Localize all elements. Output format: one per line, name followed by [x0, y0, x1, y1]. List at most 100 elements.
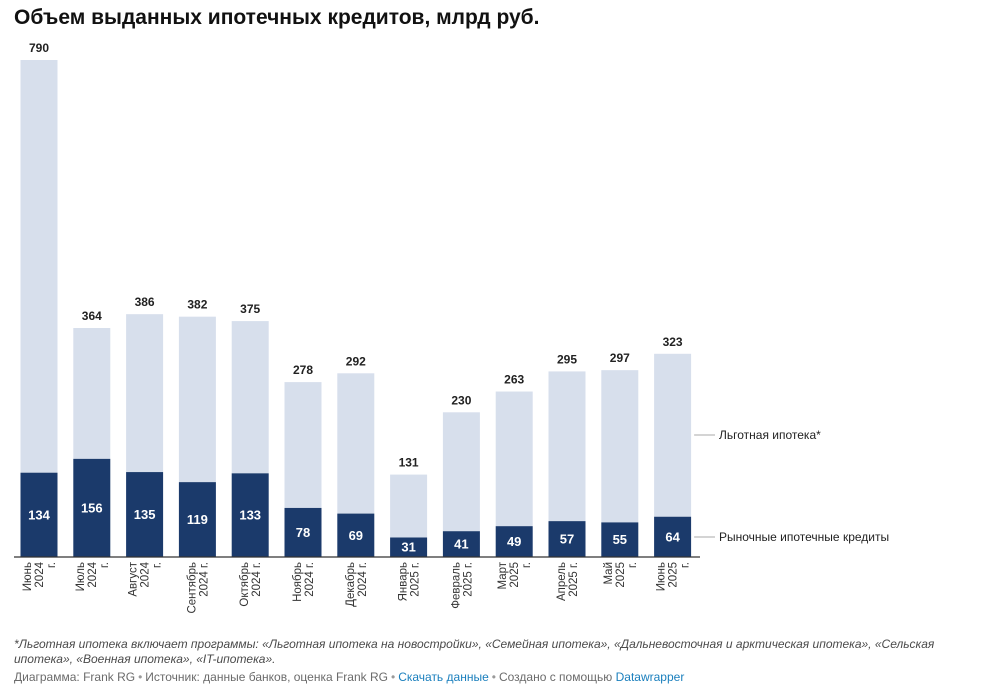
- x-axis: Июнь2024г. Июль2024г. Август2024г. Сентябрь…: [14, 556, 700, 614]
- x-tick-line: 2024: [87, 561, 99, 587]
- x-tick-label: Октябрь2024 г.: [239, 562, 263, 607]
- bar-market: [73, 458, 111, 557]
- total-value-label: 230: [451, 393, 471, 407]
- credit-separator: •: [491, 670, 496, 684]
- bar-preferential: [390, 474, 428, 538]
- x-tick-label: Февраль2025 г.: [450, 562, 474, 609]
- x-tick-line: Апрель: [556, 562, 568, 601]
- x-tick-label: Август2024г.: [128, 561, 164, 596]
- datawrapper-link[interactable]: Datawrapper: [615, 670, 685, 684]
- download-data-link[interactable]: Скачать данные: [398, 670, 489, 684]
- x-tick-line: Февраль: [450, 562, 462, 609]
- x-tick-line: 2024: [140, 561, 152, 587]
- market-value-label: 31: [401, 540, 415, 555]
- bar-preferential: [20, 60, 58, 473]
- bar-preferential: [442, 412, 480, 532]
- legend: Льготная ипотека* Рыночные ипотечные кред…: [694, 428, 889, 544]
- bar-preferential: [178, 316, 216, 483]
- total-value-label: 375: [240, 302, 260, 316]
- total-value-label: 364: [82, 309, 102, 323]
- legend-label-preferential: Льготная ипотека*: [719, 428, 821, 442]
- bar-market: [20, 472, 58, 557]
- x-tick-label: Декабрь2024 г.: [345, 562, 369, 607]
- x-tick-line: 2025 г.: [410, 562, 422, 597]
- x-tick-label: Ноябрь2024 г.: [292, 562, 316, 602]
- x-tick-line: 2024: [34, 561, 46, 587]
- total-value-label: 292: [346, 354, 366, 368]
- market-value-label: 78: [296, 525, 310, 540]
- credit-separator: •: [138, 670, 143, 684]
- x-tick-line: 2025 г.: [462, 562, 474, 597]
- x-tick-line: 2025: [615, 562, 627, 588]
- bar-preferential: [548, 371, 586, 522]
- footnote: *Льготная ипотека включает программы: «Л…: [14, 637, 935, 666]
- total-value-label: 297: [610, 351, 630, 365]
- bar-market: [654, 516, 692, 557]
- x-tick-line: г.: [627, 562, 639, 568]
- x-tick-line: 2024 г.: [251, 562, 263, 597]
- x-tick-label: Июнь2024г.: [22, 561, 58, 591]
- total-value-label: 278: [293, 363, 313, 377]
- bar-market: [601, 522, 639, 557]
- bars-layer: [20, 60, 692, 557]
- credit-separator: •: [390, 670, 396, 684]
- x-tick-line: Сентябрь: [186, 562, 198, 614]
- market-value-label: 55: [613, 532, 627, 547]
- x-tick-line: Март: [497, 561, 509, 589]
- x-tick-line: г.: [99, 562, 111, 568]
- x-tick-line: Июнь: [22, 562, 34, 591]
- x-tick-line: г.: [521, 562, 533, 568]
- x-tick-label: Июль2024г.: [75, 561, 111, 591]
- bar-market: [337, 513, 375, 557]
- bar-preferential: [126, 314, 164, 473]
- total-value-label: 263: [504, 373, 524, 387]
- x-tick-line: Май: [603, 562, 615, 585]
- bar-preferential: [231, 321, 269, 474]
- bar-preferential: [654, 353, 692, 517]
- total-value-label: 131: [399, 456, 419, 470]
- x-tick-line: Январь: [398, 562, 410, 601]
- x-tick-line: 2025 г.: [568, 562, 580, 597]
- x-tick-line: Октябрь: [239, 562, 251, 607]
- total-value-label: 386: [135, 295, 155, 309]
- bar-market: [442, 531, 480, 557]
- x-tick-line: Июль: [75, 562, 87, 591]
- bar-market: [495, 526, 533, 557]
- market-value-label: 41: [454, 537, 468, 552]
- market-value-label: 119: [187, 512, 208, 527]
- total-value-label: 295: [557, 352, 577, 366]
- x-tick-label: Сентябрь2024 г.: [186, 562, 210, 614]
- total-value-label: 382: [187, 298, 207, 312]
- x-tick-line: Июнь: [656, 562, 668, 591]
- total-value-label: 790: [29, 41, 49, 55]
- market-value-label: 133: [239, 508, 261, 523]
- market-value-label: 69: [349, 528, 363, 543]
- legend-label-market: Рыночные ипотечные кредиты: [719, 530, 889, 544]
- x-tick-label: Июнь2025г.: [656, 562, 692, 591]
- bar-market: [284, 507, 322, 557]
- x-tick-line: Декабрь: [345, 562, 357, 607]
- market-value-label: 134: [28, 507, 50, 522]
- bar-preferential: [495, 391, 533, 527]
- x-tick-line: г.: [680, 562, 692, 568]
- x-tick-line: 2025: [668, 562, 680, 588]
- labels-layer: 134 790 156 364 135 386 119 382 133 375 78 278 69 292…: [28, 41, 683, 555]
- bar-market: [126, 472, 164, 557]
- x-tick-line: 2025: [509, 562, 521, 588]
- x-tick-label: Январь2025 г.: [398, 562, 422, 601]
- x-tick-line: Ноябрь: [292, 562, 304, 602]
- x-tick-line: г.: [152, 562, 164, 568]
- credit-source: Источник: данные банков, оценка Frank RG: [145, 670, 388, 684]
- x-tick-line: 2024 г.: [357, 562, 369, 597]
- x-tick-label: Март2025г.: [497, 561, 533, 589]
- market-value-label: 156: [81, 500, 103, 515]
- x-tick-line: 2024 г.: [198, 562, 210, 597]
- bar-preferential: [73, 328, 111, 459]
- market-value-label: 49: [507, 534, 521, 549]
- x-tick-line: 2024 г.: [304, 562, 316, 597]
- bar-preferential: [337, 373, 375, 514]
- credit-chart-by: Диаграмма: Frank RG: [14, 670, 136, 684]
- bar-preferential: [601, 370, 639, 523]
- credits: Диаграмма: Frank RG • Источник: данные бан…: [14, 670, 684, 684]
